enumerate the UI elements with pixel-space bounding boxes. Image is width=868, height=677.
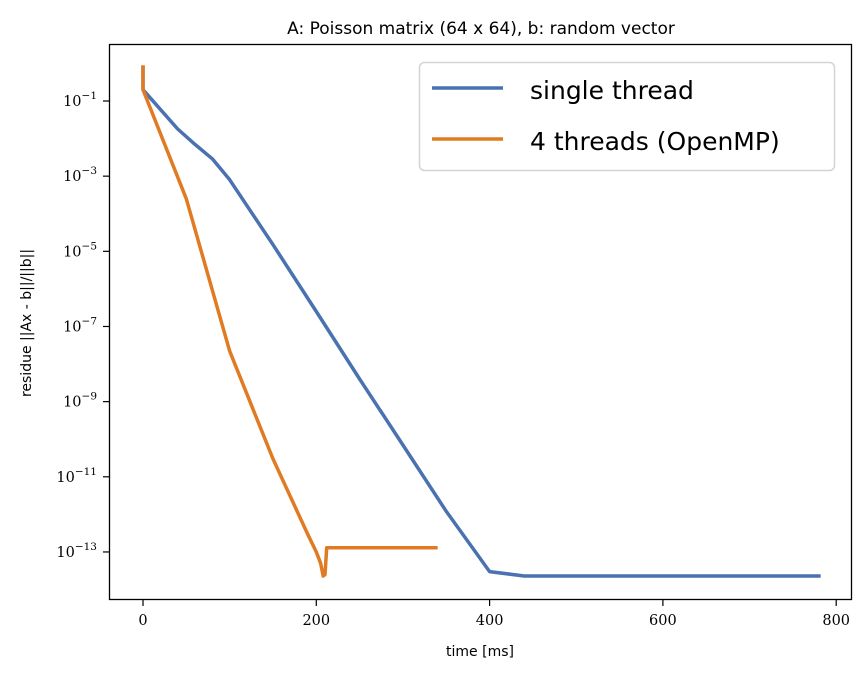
y-tick-label: 10−11: [56, 466, 97, 486]
x-tick-label: 200: [302, 613, 330, 629]
x-tick-label: 400: [476, 613, 504, 629]
legend-label-single-thread: single thread: [530, 76, 694, 105]
legend-box: [418, 61, 836, 172]
y-tick-label: 10−1: [63, 90, 97, 110]
x-tick-label: 600: [649, 613, 677, 629]
x-tick-label: 800: [822, 613, 850, 629]
x-tick-label: 0: [138, 613, 147, 629]
series-line-1: [141, 65, 438, 578]
y-tick-label: 10−7: [63, 315, 97, 335]
y-tick-label: 10−13: [56, 541, 97, 561]
x-axis-ticks: 0 200 400 600 800: [138, 600, 850, 629]
plot-frame: [108, 43, 853, 601]
y-tick-label: 10−3: [63, 165, 97, 185]
y-axis-ticks: 10−1 10−3 10−5 10−7 10−9 10−11 10−13: [56, 90, 110, 561]
chart-title: A: Poisson matrix (64 x 64), b: random v…: [287, 19, 675, 39]
legend: single thread 4 threads (OpenMP): [418, 61, 836, 172]
series-line-0: [141, 65, 821, 578]
plot-lines: [141, 65, 821, 578]
y-tick-label: 10−5: [63, 240, 97, 260]
y-tick-label: 10−9: [63, 391, 97, 411]
legend-label-4-threads: 4 threads (OpenMP): [530, 127, 780, 156]
x-axis-label: time [ms]: [446, 644, 514, 660]
y-axis-label: residue ||Ax - b||/||b||: [19, 249, 35, 397]
